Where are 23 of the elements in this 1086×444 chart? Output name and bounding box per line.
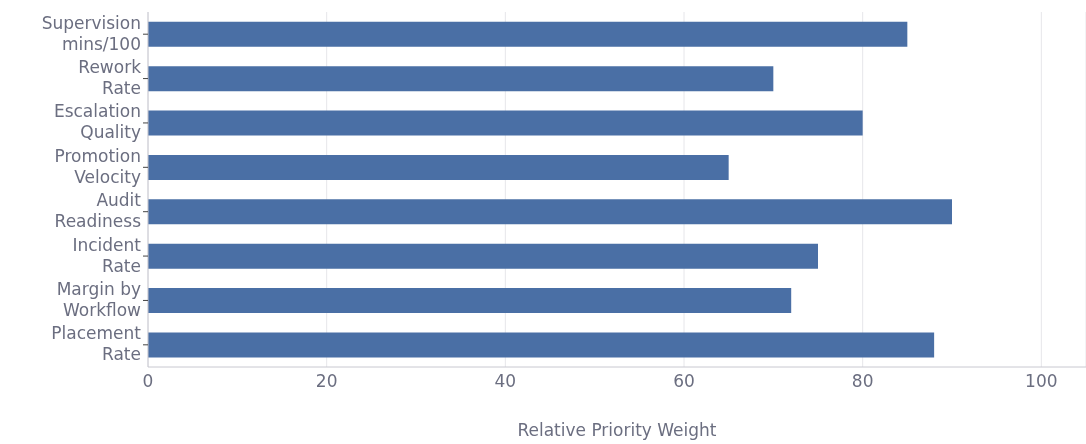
bar (148, 21, 908, 47)
y-tick-label: Supervision mins/100 (41, 12, 141, 54)
x-tick-label: 60 (673, 371, 695, 392)
y-tick-label: Placement Rate (51, 323, 142, 365)
y-tick-label: Escalation Quality (53, 101, 141, 143)
bar (148, 154, 729, 180)
x-tick-label: 40 (494, 371, 517, 392)
bar (148, 199, 952, 225)
x-tick-label: 0 (142, 371, 154, 392)
x-axis-title: Relative Priority Weight (517, 420, 717, 440)
x-tick-label: 100 (1025, 371, 1058, 392)
x-tick-label: 20 (315, 371, 338, 392)
bar (148, 332, 935, 358)
bar (148, 66, 774, 92)
bar (148, 110, 863, 136)
bar (148, 288, 792, 314)
y-tick-label: Margin by Workflow (56, 278, 142, 320)
y-tick-label: Rework Rate (78, 57, 142, 99)
y-tick-label: Incident Rate (72, 234, 142, 276)
x-tick-label: 80 (851, 371, 874, 392)
y-tick-label: Promotion Velocity (54, 145, 141, 187)
y-tick-label: Audit Readiness (54, 190, 142, 232)
bar (148, 243, 818, 269)
